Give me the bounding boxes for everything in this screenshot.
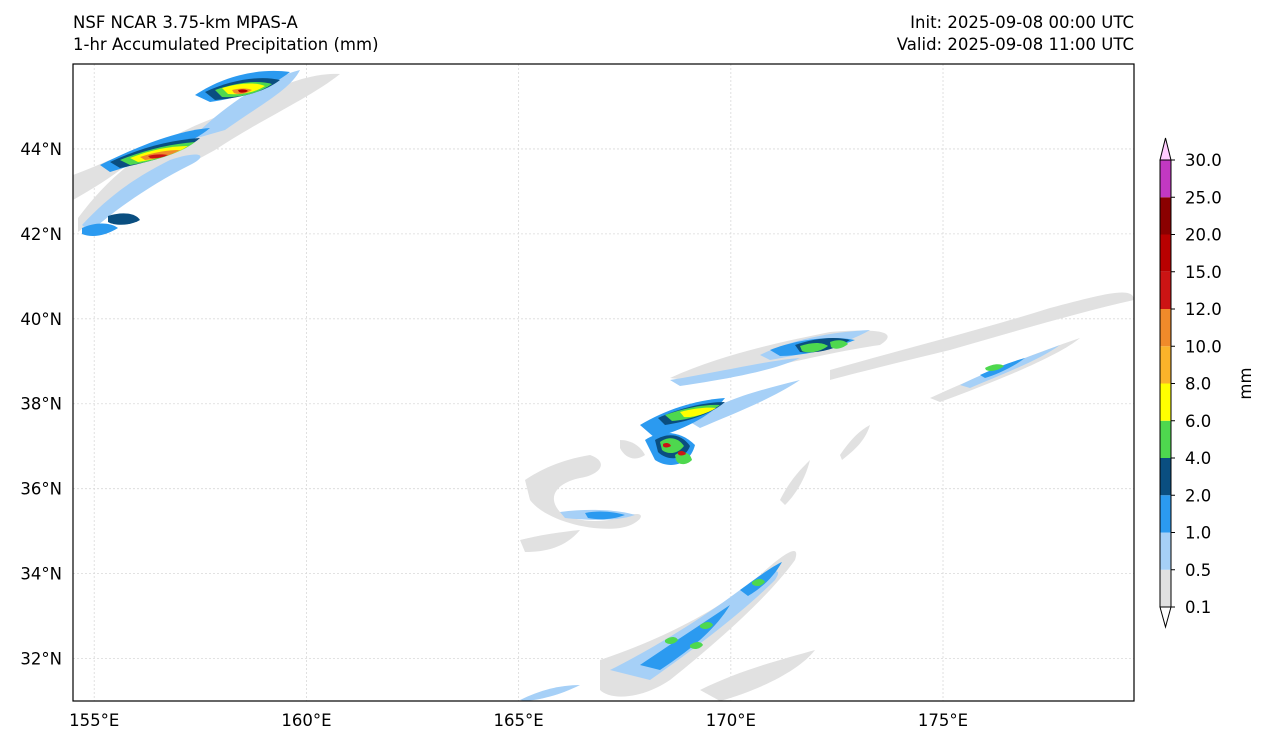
valid-time: Valid: 2025-09-08 11:00 UTC bbox=[896, 35, 1134, 54]
precip-field bbox=[73, 70, 1134, 701]
colorbar-tick-label: 30.0 bbox=[1185, 151, 1222, 170]
colorbar-segment bbox=[1160, 160, 1171, 198]
colorbar-segment bbox=[1160, 309, 1171, 347]
precip-shading-heavy bbox=[140, 88, 686, 456]
lat-tick-label: 32°N bbox=[20, 650, 62, 669]
colorbar-segment bbox=[1160, 495, 1171, 533]
field-title: 1-hr Accumulated Precipitation (mm) bbox=[73, 35, 379, 54]
colorbar-extend-max bbox=[1159, 137, 1172, 161]
init-time: Init: 2025-09-08 00:00 UTC bbox=[910, 13, 1134, 32]
lon-tick-label: 165°E bbox=[494, 711, 544, 730]
colorbar-segment bbox=[1160, 458, 1171, 496]
map-background bbox=[73, 64, 1134, 701]
colorbar-tick-label: 15.0 bbox=[1185, 263, 1222, 282]
lon-tick-label: 160°E bbox=[281, 711, 331, 730]
lon-tick-label: 175°E bbox=[918, 711, 968, 730]
colorbar-segment bbox=[1160, 197, 1171, 235]
colorbar-tick-label: 1.0 bbox=[1185, 524, 1211, 543]
gridlines bbox=[73, 64, 1134, 701]
colorbar-tick-label: 25.0 bbox=[1185, 188, 1222, 207]
colorbar-tick-label: 12.0 bbox=[1185, 300, 1222, 319]
colorbar-tick-label: 20.0 bbox=[1185, 226, 1222, 245]
lon-tick-label: 170°E bbox=[706, 711, 756, 730]
plot-header-right: Init: 2025-09-08 00:00 UTC Valid: 2025-0… bbox=[897, 12, 1134, 56]
lat-tick-label: 44°N bbox=[20, 140, 62, 159]
lat-tick-label: 38°N bbox=[20, 395, 62, 414]
lon-tick-label: 155°E bbox=[69, 711, 119, 730]
colorbar-tick-label: 8.0 bbox=[1185, 375, 1211, 394]
colorbar-tick-label: 2.0 bbox=[1185, 486, 1211, 505]
colorbar-tick-label: 4.0 bbox=[1185, 449, 1211, 468]
colorbar-tick-label: 0.1 bbox=[1185, 598, 1211, 617]
lat-tick-label: 40°N bbox=[20, 310, 62, 329]
lat-tick-label: 36°N bbox=[20, 480, 62, 499]
colorbar: 0.1 0.5 1.0 2.0 4.0 6.0 8.0 10.0 12.0 15.0 20.0 25.… bbox=[1159, 137, 1255, 629]
colorbar-segment bbox=[1160, 532, 1171, 570]
colorbar-tick-label: 6.0 bbox=[1185, 412, 1211, 431]
model-title: NSF NCAR 3.75-km MPAS-A bbox=[73, 13, 298, 32]
axis-labels: 155°E 160°E 165°E 170°E 175°E 32°N 34°N 36°N 38°… bbox=[20, 140, 968, 730]
colorbar-unit-label: mm bbox=[1236, 367, 1255, 399]
lat-tick-label: 34°N bbox=[20, 565, 62, 584]
colorbar-extend-min bbox=[1159, 606, 1172, 629]
colorbar-segment bbox=[1160, 569, 1171, 607]
colorbar-segment bbox=[1160, 234, 1171, 272]
colorbar-segment bbox=[1160, 383, 1171, 421]
map-frame bbox=[72, 63, 1135, 702]
colorbar-tick-label: 0.5 bbox=[1185, 561, 1211, 580]
colorbar-tick-label: 10.0 bbox=[1185, 337, 1222, 356]
colorbar-segment bbox=[1160, 420, 1171, 458]
colorbar-segment bbox=[1160, 346, 1171, 384]
plot-header-left: NSF NCAR 3.75-km MPAS-A 1-hr Accumulated… bbox=[73, 12, 379, 56]
colorbar-segment bbox=[1160, 271, 1171, 309]
lat-tick-label: 42°N bbox=[20, 225, 62, 244]
